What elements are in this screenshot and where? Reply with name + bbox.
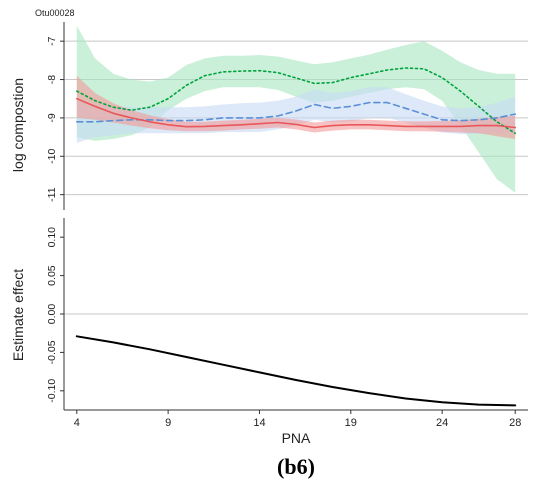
- x-axis-label: PNA: [282, 430, 311, 446]
- series-line: [76, 101, 517, 123]
- top-panel: -7 -8 -9 -10 -11: [46, 22, 528, 210]
- y-tick-label: -7: [46, 36, 58, 45]
- confidence-band: [76, 75, 516, 139]
- top-panel-ylabel: log compostion: [10, 78, 26, 172]
- x-tick-label: 14: [253, 417, 265, 429]
- top-panel-title: Otu00028: [35, 8, 75, 18]
- series-line: [76, 67, 517, 135]
- x-tick-label: 19: [345, 417, 357, 429]
- figure-caption: (b6): [277, 454, 315, 479]
- y-tick-label: 0.05: [46, 265, 58, 286]
- y-tick-label: -0.05: [46, 340, 58, 364]
- y-tick-label: 0.00: [46, 304, 58, 325]
- y-tick-label: -11: [46, 187, 58, 202]
- x-tick-label: 9: [165, 417, 171, 429]
- y-tick-label: -8: [46, 75, 58, 84]
- y-tick-label: 0.10: [46, 227, 58, 248]
- series-line: [76, 97, 517, 129]
- bottom-panel: 0.10 0.05 0.00 -0.05 -0.10 4 9 14 19 24 28: [46, 218, 528, 429]
- series-line: [75, 335, 517, 407]
- x-tick-label: 4: [74, 417, 80, 429]
- x-tick-label: 24: [436, 417, 448, 429]
- y-tick-label: -9: [46, 113, 58, 122]
- x-tick-label: 28: [509, 417, 521, 429]
- y-tick-label: -10: [46, 149, 58, 164]
- bottom-panel-ylabel: Estimate effect: [10, 269, 26, 361]
- y-tick-label: -0.10: [46, 379, 58, 403]
